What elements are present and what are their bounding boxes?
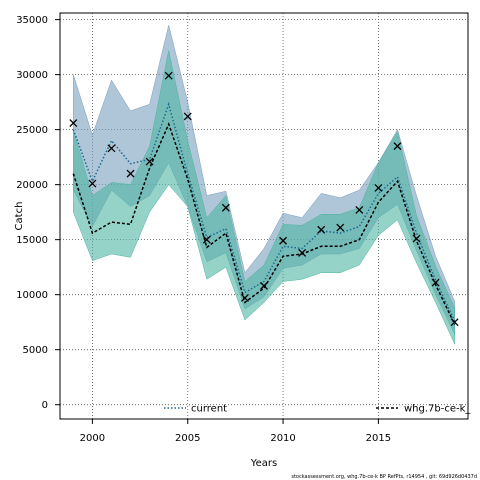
x-tick-label: 2005 (175, 433, 200, 444)
marker-stroke (317, 225, 326, 234)
observation-marker (126, 169, 135, 178)
observation-marker (317, 225, 326, 234)
marker-stroke (88, 179, 97, 188)
legend-label-whg: whg.7b-ce-k_ (404, 404, 471, 415)
marker-stroke (69, 119, 78, 127)
observation-marker (260, 281, 268, 290)
axis-ticks: 2000 2005 2010 2015 0 5000 10000 15000 20000 2500… (16, 15, 391, 444)
observation-marker (412, 234, 421, 243)
legend: current whg.7b-ce-k_ (164, 404, 471, 415)
marker-stroke (336, 223, 345, 232)
marker-stroke (126, 169, 135, 178)
observation-marker (355, 205, 364, 214)
marker-stroke (145, 157, 154, 166)
y-tick-label: 30000 (16, 70, 48, 81)
y-axis-title: Catch (14, 202, 25, 231)
marker-stroke (412, 234, 421, 243)
marker-stroke (107, 144, 116, 153)
confidence-band-1 (73, 50, 455, 345)
observation-marker (431, 278, 440, 287)
observation-marker (164, 71, 173, 80)
x-axis-title: Years (250, 458, 277, 469)
y-tick-label: 35000 (16, 15, 48, 26)
marker-stroke (164, 71, 173, 80)
observation-marker (450, 318, 459, 327)
y-tick-label: 0 (42, 400, 48, 411)
observation-marker (298, 248, 307, 257)
plot-frame (59, 12, 469, 420)
series-line-1 (72, 122, 456, 325)
observation-marker (374, 183, 383, 192)
observation-marker (88, 179, 97, 188)
y-tick-label: 10000 (16, 290, 48, 301)
marker-stroke (183, 112, 192, 121)
observation-marker (202, 235, 211, 244)
y-tick-label: 25000 (16, 125, 48, 136)
marker-stroke (221, 203, 230, 212)
observation-marker (221, 203, 230, 212)
marker-stroke (260, 281, 268, 290)
marker-stroke (355, 205, 364, 214)
marker-stroke (202, 235, 211, 244)
marker-stroke (374, 183, 383, 192)
observation-marker (336, 223, 345, 232)
observation-marker (279, 236, 288, 245)
x-tick-label: 2000 (80, 433, 105, 444)
x-tick-label: 2015 (366, 433, 391, 444)
series-line-0 (72, 101, 456, 322)
y-tick-label: 15000 (16, 235, 48, 246)
y-tick-label: 20000 (16, 180, 48, 191)
observation-marker (240, 294, 249, 302)
marker-stroke (279, 236, 288, 245)
y-tick-label: 5000 (23, 345, 48, 356)
x-tick-label: 2010 (270, 433, 295, 444)
observation-marker (393, 142, 402, 151)
marker-stroke (450, 318, 459, 327)
marker-stroke (431, 278, 440, 287)
marker-stroke (393, 142, 402, 151)
series-lines (72, 101, 456, 325)
legend-label-current: current (191, 404, 227, 415)
observation-marker (183, 112, 192, 121)
source-footnote: stockassessment.org, whg.7b-ce-k BP RefP… (291, 474, 477, 480)
observation-marker (107, 144, 116, 153)
marker-stroke (298, 248, 307, 257)
marker-stroke (240, 294, 249, 302)
observation-markers (69, 71, 459, 327)
observation-marker (69, 119, 78, 127)
observation-marker (145, 157, 154, 166)
